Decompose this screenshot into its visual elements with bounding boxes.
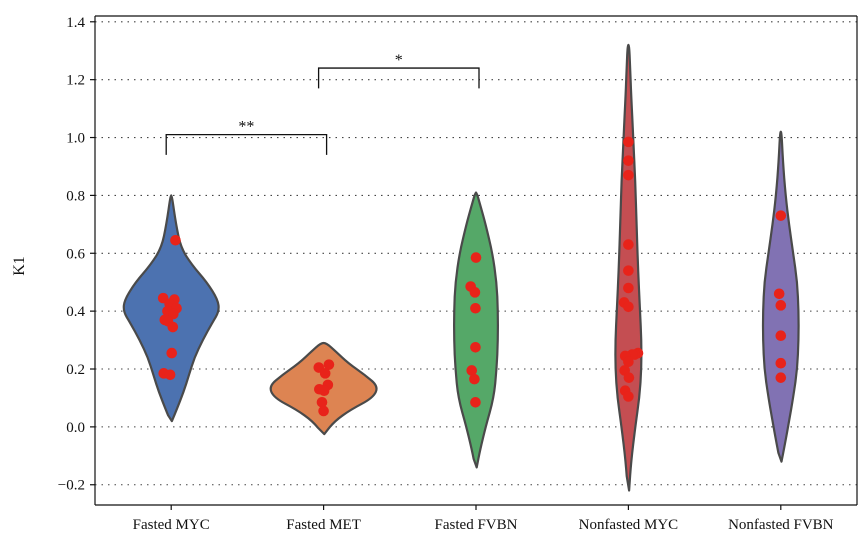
y-tick-label: 0.0 bbox=[66, 420, 85, 436]
data-point bbox=[319, 368, 331, 379]
data-point bbox=[623, 136, 634, 148]
x-tick-label: Fasted FVBN bbox=[435, 517, 518, 533]
data-point bbox=[167, 321, 179, 333]
data-point bbox=[773, 288, 785, 300]
data-point bbox=[775, 210, 787, 221]
data-point bbox=[623, 169, 634, 181]
data-point bbox=[170, 234, 181, 246]
data-point bbox=[318, 405, 329, 417]
significance-bracket bbox=[165, 133, 328, 155]
y-tick-label: 0.2 bbox=[66, 362, 85, 378]
data-point bbox=[775, 357, 787, 369]
y-tick-label: 0.6 bbox=[66, 246, 85, 262]
data-point bbox=[470, 342, 481, 353]
y-tick-label: 0.4 bbox=[66, 304, 85, 320]
x-tick-label: Nonfasted MYC bbox=[579, 517, 679, 533]
data-point bbox=[775, 330, 787, 342]
data-point bbox=[623, 301, 634, 313]
data-point bbox=[623, 372, 635, 383]
significance-bracket bbox=[317, 67, 480, 89]
x-tick-label: Nonfasted FVBN bbox=[728, 517, 834, 533]
data-point bbox=[470, 396, 481, 408]
data-point bbox=[323, 359, 335, 370]
data-point bbox=[470, 252, 482, 263]
data-point bbox=[318, 385, 330, 397]
data-point bbox=[775, 372, 787, 383]
data-point bbox=[164, 369, 176, 381]
axes: −0.2 0.0 0.2 0.4 0.6 0.8 1.0 1.2 1.4 Fasted MYC Fa… bbox=[58, 15, 858, 533]
y-tick-label: −0.2 bbox=[58, 478, 85, 494]
data-point bbox=[466, 365, 478, 376]
y-tick-label: 1.4 bbox=[66, 15, 85, 31]
data-point bbox=[775, 300, 787, 311]
data-point bbox=[469, 373, 480, 385]
y-axis-label: K1 bbox=[11, 256, 28, 276]
x-tick-label: Fasted MET bbox=[286, 517, 361, 533]
violin-3 bbox=[453, 191, 499, 469]
data-point bbox=[168, 308, 179, 320]
significance-label: * bbox=[395, 52, 403, 69]
x-tick-label: Fasted MYC bbox=[133, 517, 210, 533]
violins bbox=[122, 43, 800, 492]
y-tick-label: 1.0 bbox=[66, 131, 85, 147]
y-tick-label: 0.8 bbox=[66, 188, 85, 204]
data-point bbox=[469, 287, 481, 298]
data-point bbox=[623, 239, 634, 250]
data-point bbox=[316, 396, 328, 408]
data-point bbox=[623, 356, 634, 368]
data-point bbox=[623, 265, 634, 276]
significance-label: ** bbox=[238, 119, 254, 136]
data-point bbox=[470, 302, 481, 314]
y-tick-label: 1.2 bbox=[66, 73, 85, 89]
data-points bbox=[157, 136, 787, 417]
data-point bbox=[623, 391, 634, 402]
data-point bbox=[623, 155, 634, 166]
data-point bbox=[166, 347, 178, 359]
data-point bbox=[623, 282, 634, 294]
significance-annotations: *** bbox=[165, 52, 480, 155]
